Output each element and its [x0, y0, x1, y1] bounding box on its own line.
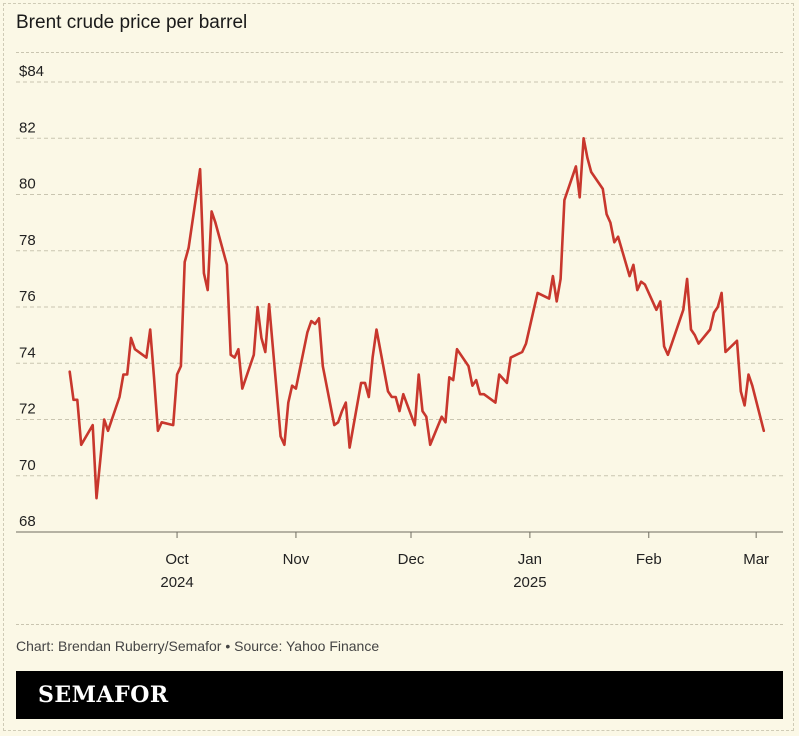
y-tick-label: 74: [19, 344, 36, 361]
y-tick-label: 76: [19, 288, 36, 305]
y-tick-label: 70: [19, 457, 36, 474]
chart-frame: [3, 3, 794, 731]
y-tick-label: 82: [19, 119, 36, 136]
semafor-logo: SEMAFOR: [38, 682, 169, 708]
x-tick-year-label: 2024: [160, 574, 193, 591]
x-tick-label: Feb: [636, 551, 662, 568]
x-tick-year-label: 2025: [513, 574, 546, 591]
x-tick-label: Dec: [398, 551, 425, 568]
source-credit: Chart: Brendan Ruberry/Semafor • Source:…: [16, 638, 380, 654]
chart-title: Brent crude price per barrel: [16, 12, 248, 33]
y-tick-label: $84: [19, 63, 44, 80]
y-tick-label: 72: [19, 401, 36, 418]
series-line-0: [68, 137, 766, 500]
brand-bar: SEMAFOR: [16, 671, 783, 719]
y-tick-label: 68: [19, 513, 36, 530]
line-chart: $84 82 80 78 76 74 72 70 68 Oct 2024 Nov Dec Jan 2025 F…: [16, 63, 783, 591]
y-tick-label: 80: [19, 176, 36, 193]
x-tick-label: Oct: [165, 551, 189, 568]
x-tick-label: Mar: [743, 551, 769, 568]
top-divider: [16, 52, 783, 53]
bottom-divider: [16, 624, 783, 625]
x-tick-label: Nov: [283, 551, 310, 568]
x-tick-label: Jan: [518, 551, 542, 568]
y-tick-label: 78: [19, 232, 36, 249]
